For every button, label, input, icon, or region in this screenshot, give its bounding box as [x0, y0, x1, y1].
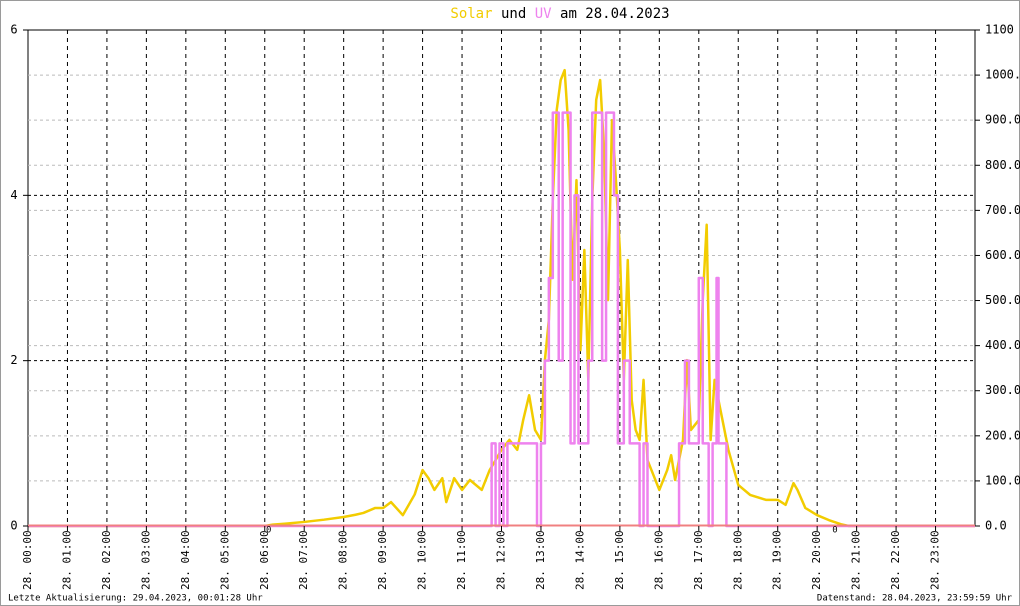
- x-tick-label: 28. 18:00: [731, 530, 744, 590]
- y2-tick-label: 800.0: [985, 158, 1020, 172]
- x-tick-label: 28. 07:00: [297, 530, 310, 590]
- title-part: Solar: [450, 6, 492, 22]
- x-tick-label: 28. 19:00: [771, 530, 784, 590]
- x-tick-label: 28. 12:00: [495, 530, 508, 590]
- footer-right: Datenstand: 28.04.2023, 23:59:59 Uhr: [817, 594, 1013, 604]
- x-tick-label: 28. 22:00: [889, 530, 902, 590]
- annotation: 0: [266, 526, 271, 536]
- y2-tick-label: 500.0: [985, 293, 1020, 307]
- x-tick-label: 28. 03:00: [139, 530, 152, 590]
- x-tick-label: 28. 23:00: [929, 530, 942, 590]
- chart-title: Solar und UV am 28.04.2023: [450, 6, 669, 22]
- y2-tick-label: 0.0: [985, 519, 1007, 533]
- x-tick-label: 28. 13:00: [534, 530, 547, 590]
- x-tick-label: 28. 00:00: [21, 530, 34, 590]
- x-tick-label: 28. 02:00: [100, 530, 113, 590]
- y2-tick-label: 300.0: [985, 383, 1020, 397]
- x-tick-label: 28. 20:00: [810, 530, 823, 590]
- y2-tick-label: 400.0: [985, 338, 1020, 352]
- y2-tick-label: 100.0: [985, 473, 1020, 487]
- annotation: 0: [832, 526, 837, 536]
- y2-tick-label: 900.0: [985, 113, 1020, 127]
- title-part: und: [501, 6, 526, 22]
- y-tick-label: 4: [10, 188, 17, 202]
- x-tick-label: 28. 04:00: [179, 530, 192, 590]
- footer-left: Letzte Aktualisierung: 29.04.2023, 00:01…: [8, 594, 263, 604]
- y2-tick-label: 700.0: [985, 203, 1020, 217]
- y-tick-label: 6: [10, 23, 17, 37]
- x-tick-label: 28. 08:00: [337, 530, 350, 590]
- x-tick-label: 28. 01:00: [60, 530, 73, 590]
- y2-tick-label: 200.0: [985, 428, 1020, 442]
- x-tick-label: 28. 05:00: [218, 530, 231, 590]
- series-line: [28, 68, 975, 528]
- title-part: am 28.04.2023: [560, 6, 670, 22]
- x-tick-label: 28. 14:00: [573, 530, 586, 590]
- x-tick-label: 28. 10:00: [416, 530, 429, 590]
- x-tick-label: 28. 21:00: [850, 530, 863, 590]
- y2-tick-label: 1000.0: [985, 68, 1020, 82]
- x-tick-label: 28. 06:00: [258, 530, 271, 590]
- y2-tick-label: 1100: [985, 23, 1014, 37]
- x-tick-label: 28. 11:00: [455, 530, 468, 590]
- title-part: UV: [535, 6, 552, 22]
- y-tick-label: 0: [10, 519, 17, 533]
- y2-tick-label: 600.0: [985, 248, 1020, 262]
- y-tick-label: 2: [10, 353, 17, 367]
- x-tick-label: 28. 17:00: [692, 530, 705, 590]
- x-tick-label: 28. 09:00: [376, 530, 389, 590]
- x-tick-label: 28. 16:00: [652, 530, 665, 590]
- x-tick-label: 28. 15:00: [613, 530, 626, 590]
